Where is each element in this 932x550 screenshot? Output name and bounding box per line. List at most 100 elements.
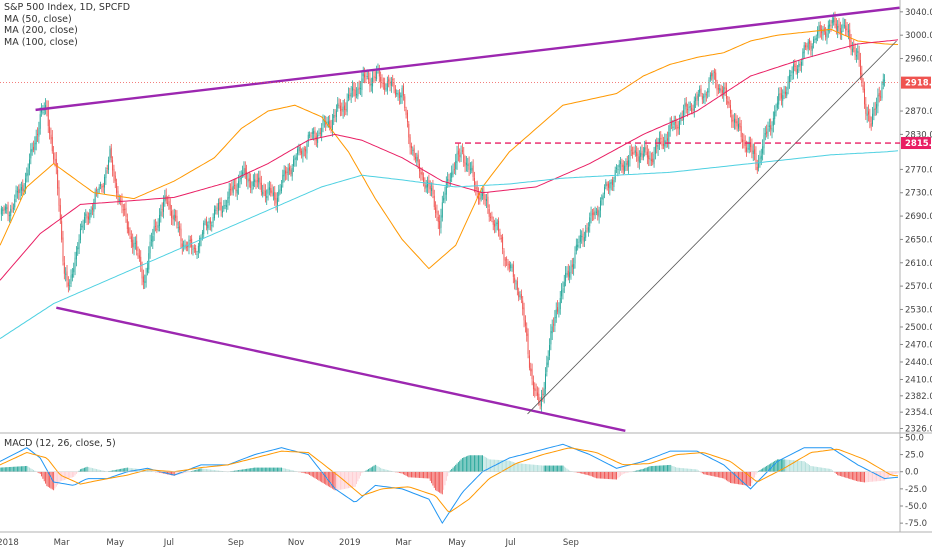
macd-histogram-bar: [638, 469, 640, 472]
macd-histogram-bar: [23, 466, 25, 472]
candle-body: [831, 20, 833, 24]
macd-histogram-bar: [203, 468, 205, 472]
candle-body: [595, 211, 597, 213]
macd-histogram-bar: [337, 471, 339, 491]
candle-body: [385, 88, 387, 90]
candle-body: [346, 100, 348, 112]
macd-histogram-bar: [271, 467, 273, 472]
candle-body: [703, 96, 705, 98]
candle-body: [830, 25, 832, 27]
candle-body: [471, 167, 473, 171]
macd-histogram-bar: [354, 471, 356, 487]
candle-body: [750, 143, 752, 148]
macd-histogram-bar: [648, 466, 650, 472]
candle-body: [865, 103, 867, 114]
macd-histogram-bar: [758, 470, 760, 472]
macd-histogram-bar: [709, 471, 711, 476]
macd-histogram-bar: [244, 469, 246, 472]
candle-body: [565, 272, 567, 282]
candle-body: [374, 77, 376, 79]
candle-body: [393, 81, 395, 89]
candle-body: [205, 219, 207, 226]
macd-histogram-bar: [22, 466, 24, 472]
macd-histogram-bar: [483, 456, 485, 472]
candle-body: [502, 236, 504, 249]
candle-body: [71, 273, 73, 278]
candle-body: [847, 30, 849, 33]
macd-histogram-bar: [813, 466, 815, 472]
macd-histogram-bar: [428, 471, 430, 479]
candle-body: [760, 155, 762, 159]
macd-histogram-bar: [858, 471, 860, 482]
candle-body: [82, 224, 84, 229]
candle-body: [473, 178, 475, 187]
candle-body: [12, 207, 14, 210]
macd-histogram-bar: [778, 459, 780, 472]
candle-body: [628, 160, 630, 168]
candle-body: [235, 184, 237, 192]
candle-body: [85, 213, 87, 216]
macd-histogram-bar: [881, 471, 883, 481]
macd-histogram-bar: [401, 471, 403, 474]
macd-histogram-bar: [405, 471, 407, 476]
macd-histogram-bar: [531, 464, 533, 472]
macd-histogram-bar: [184, 471, 186, 473]
candle-body: [260, 182, 262, 193]
candle-body: [213, 209, 215, 219]
macd-histogram-bar: [792, 460, 794, 472]
candle-body: [672, 126, 674, 128]
macd-histogram-bar: [776, 459, 778, 472]
macd-histogram-bar: [386, 469, 388, 472]
macd-histogram-bar: [16, 466, 18, 472]
candle-body: [550, 331, 552, 345]
macd-histogram-bar: [219, 470, 221, 472]
candle-body: [264, 190, 266, 197]
candle-body: [50, 134, 52, 140]
macd-histogram-bar: [235, 470, 237, 472]
macd-histogram-bar: [24, 466, 26, 472]
macd-histogram-bar: [373, 465, 375, 472]
candle-body: [679, 120, 681, 130]
candle-body: [417, 154, 419, 163]
macd-label: MACD (12, 26, close, 5): [4, 438, 116, 449]
candle-body: [248, 178, 250, 182]
macd-histogram-bar: [508, 460, 510, 472]
macd-histogram-bar: [380, 467, 382, 472]
candle-body: [738, 123, 739, 129]
candle-body: [813, 39, 815, 44]
macd-histogram-bar: [515, 463, 517, 472]
candle-body: [255, 180, 257, 183]
macd-histogram-bar: [645, 467, 647, 472]
macd-histogram-bar: [357, 471, 359, 482]
candle-body: [736, 121, 738, 127]
macd-histogram-bar: [149, 470, 151, 472]
macd-histogram-bar: [662, 465, 664, 472]
macd-histogram-bar: [802, 461, 804, 472]
candle-body: [435, 207, 437, 213]
candle-body: [53, 152, 55, 160]
macd-histogram-bar: [545, 465, 546, 472]
macd-histogram-bar: [535, 464, 537, 472]
candle-body: [192, 248, 194, 250]
candle-body: [244, 168, 246, 174]
macd-histogram-bar: [496, 459, 498, 472]
macd-histogram-bar: [346, 471, 348, 489]
macd-histogram-bar: [672, 465, 674, 472]
macd-histogram-bar: [774, 461, 776, 472]
macd-histogram-bar: [484, 456, 486, 472]
macd-histogram-bar: [724, 471, 726, 480]
macd-histogram-bar: [554, 465, 556, 472]
macd-histogram-bar: [697, 470, 699, 472]
macd-histogram-bar: [192, 470, 194, 472]
candle-body: [708, 79, 710, 93]
macd-histogram-bar: [306, 471, 308, 474]
chart-legend: S&P 500 Index, 1D, SPCFD MA (50, close) …: [4, 2, 130, 48]
macd-histogram-bar: [322, 471, 324, 484]
macd-histogram-bar: [270, 467, 272, 472]
macd-histogram-bar: [843, 471, 845, 478]
candle-body: [201, 232, 203, 235]
macd-histogram-bar: [551, 465, 553, 472]
macd-histogram-bar: [3, 467, 5, 472]
macd-histogram-bar: [666, 465, 668, 472]
